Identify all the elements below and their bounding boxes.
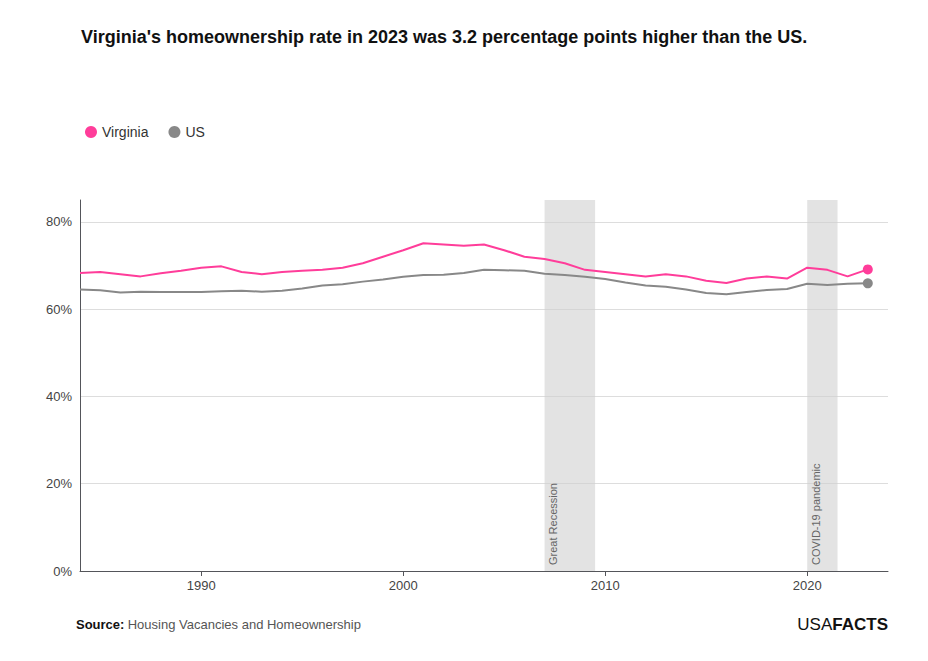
svg-text:1990: 1990 [187, 578, 216, 593]
svg-text:US: US [185, 124, 204, 140]
svg-text:Source:: Source: [76, 617, 124, 632]
svg-text:Virginia's homeownership rate: Virginia's homeownership rate in 2023 wa… [81, 27, 807, 47]
svg-text:20%: 20% [46, 476, 72, 491]
svg-text:USA: USA [797, 615, 833, 634]
svg-text:80%: 80% [46, 214, 72, 229]
svg-text:Great Recession: Great Recession [547, 483, 559, 565]
svg-text:FACTS: FACTS [832, 615, 888, 634]
svg-text:2020: 2020 [793, 578, 822, 593]
svg-text:2000: 2000 [389, 578, 418, 593]
svg-text:COVID-19 pandemic: COVID-19 pandemic [810, 463, 822, 565]
svg-text:Virginia: Virginia [102, 124, 149, 140]
svg-text:Housing Vacancies and Homeowne: Housing Vacancies and Homeownership [128, 617, 361, 632]
svg-text:40%: 40% [46, 389, 72, 404]
svg-text:0%: 0% [53, 564, 72, 579]
svg-text:60%: 60% [46, 302, 72, 317]
svg-text:2010: 2010 [591, 578, 620, 593]
